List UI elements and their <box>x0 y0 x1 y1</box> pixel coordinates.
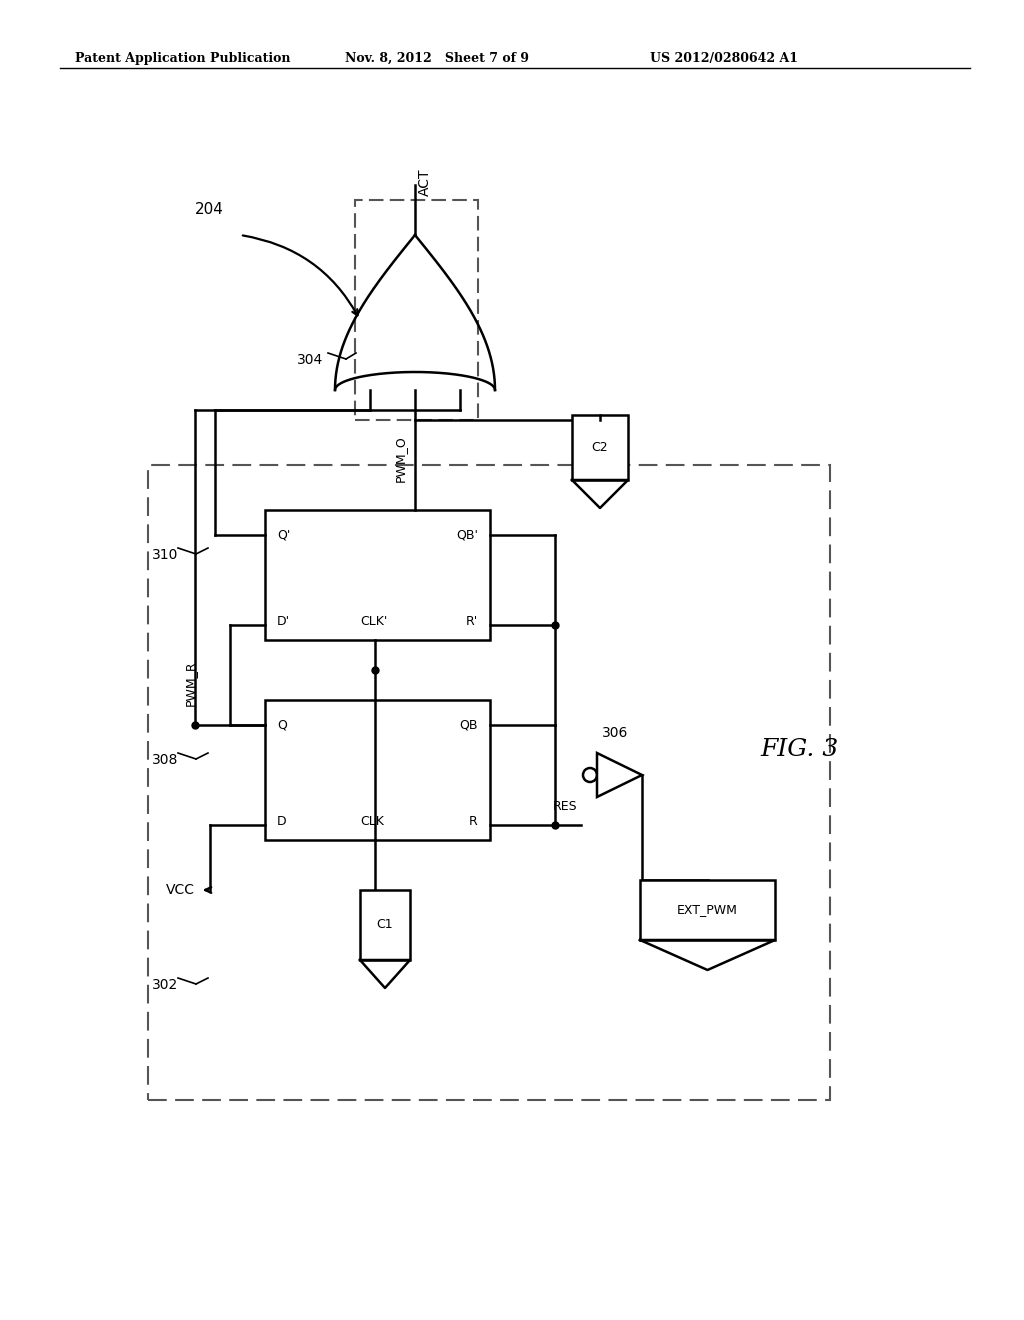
Text: Nov. 8, 2012   Sheet 7 of 9: Nov. 8, 2012 Sheet 7 of 9 <box>345 51 529 65</box>
Bar <box>148 465 830 1100</box>
Bar <box>355 201 478 420</box>
Bar <box>572 414 628 480</box>
Text: R: R <box>469 814 478 828</box>
Text: PWM_O: PWM_O <box>394 436 407 482</box>
Text: PWM_R: PWM_R <box>184 660 197 706</box>
Text: D': D' <box>278 615 290 628</box>
Text: CLK: CLK <box>360 814 384 828</box>
Text: 204: 204 <box>195 202 224 218</box>
Text: Q: Q <box>278 718 287 731</box>
Bar <box>640 880 775 940</box>
Text: Q': Q' <box>278 528 291 541</box>
Bar <box>265 510 490 640</box>
Text: EXT_PWM: EXT_PWM <box>677 903 738 916</box>
Text: FIG. 3: FIG. 3 <box>760 738 839 762</box>
Text: US 2012/0280642 A1: US 2012/0280642 A1 <box>650 51 798 65</box>
Circle shape <box>583 768 597 781</box>
Text: 308: 308 <box>152 752 178 767</box>
Text: 306: 306 <box>602 726 628 741</box>
Text: CLK': CLK' <box>360 615 387 628</box>
Bar <box>265 700 490 840</box>
Text: R': R' <box>466 615 478 628</box>
Text: 304: 304 <box>297 352 323 367</box>
Text: 302: 302 <box>152 978 178 993</box>
Text: C1: C1 <box>377 919 393 932</box>
Text: D: D <box>278 814 287 828</box>
Text: 310: 310 <box>152 548 178 562</box>
Text: QB': QB' <box>456 528 478 541</box>
Text: ACT: ACT <box>418 168 432 195</box>
Text: C2: C2 <box>592 441 608 454</box>
Polygon shape <box>597 752 642 797</box>
Text: QB: QB <box>460 718 478 731</box>
Text: VCC: VCC <box>166 883 195 898</box>
Bar <box>360 890 410 960</box>
Text: Patent Application Publication: Patent Application Publication <box>75 51 291 65</box>
Text: RES: RES <box>553 800 578 813</box>
